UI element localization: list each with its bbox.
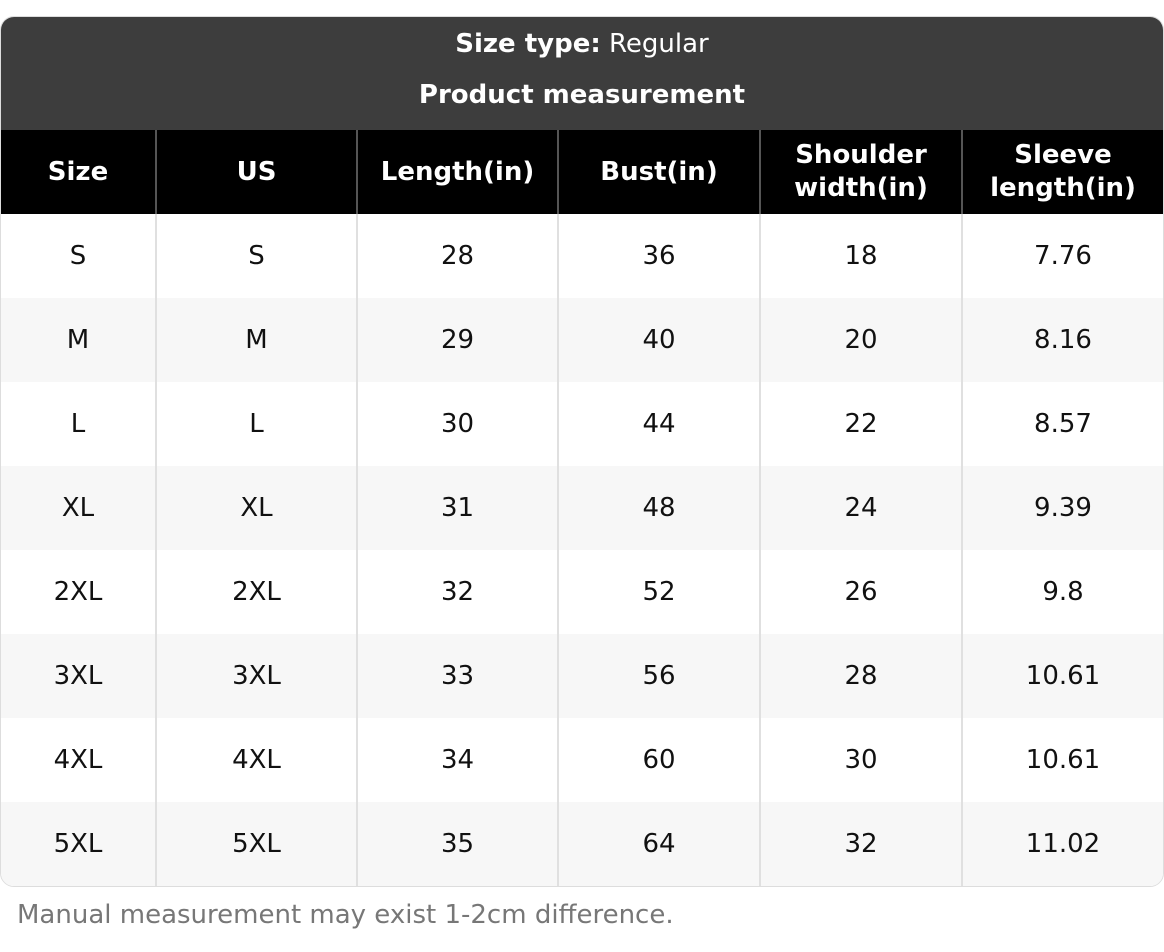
table-row: S S 28 36 18 7.76: [1, 214, 1163, 298]
table-row: M M 29 40 20 8.16: [1, 298, 1163, 382]
table-cell: 48: [557, 466, 760, 550]
table-cell: 35: [356, 802, 558, 886]
table-cell: 30: [759, 718, 962, 802]
table-cell: 28: [356, 214, 558, 298]
table-cell: 5XL: [155, 802, 357, 886]
table-cell: 34: [356, 718, 558, 802]
table-row: 4XL 4XL 34 60 30 10.61: [1, 718, 1163, 802]
table-cell: 7.76: [961, 214, 1163, 298]
table-row: 2XL 2XL 32 52 26 9.8: [1, 550, 1163, 634]
table-cell: 3XL: [155, 634, 357, 718]
table-cell: 26: [759, 550, 962, 634]
table-cell: 30: [356, 382, 558, 466]
table-cell: 44: [557, 382, 760, 466]
size-type-label: Size type:: [455, 29, 601, 59]
subtitle: Product measurement: [418, 80, 746, 110]
table-cell: 29: [356, 298, 558, 382]
table-cell: 3XL: [1, 634, 156, 718]
table-cell: 8.16: [961, 298, 1163, 382]
table-cell: 33: [356, 634, 558, 718]
table-cell: 32: [356, 550, 558, 634]
size-table: Size US Length(in) Bust(in) Shoulder width(i…: [1, 130, 1163, 886]
table-cell: 24: [759, 466, 962, 550]
table-row: L L 30 44 22 8.57: [1, 382, 1163, 466]
column-header: Sleeve length(in): [961, 130, 1163, 214]
table-cell: 20: [759, 298, 962, 382]
table-cell: 22: [759, 382, 962, 466]
table-cell: M: [1, 298, 156, 382]
table-cell: 28: [759, 634, 962, 718]
table-cell: XL: [1, 466, 156, 550]
table-cell: 64: [557, 802, 760, 886]
column-header: Size: [1, 130, 156, 214]
table-row: 5XL 5XL 35 64 32 11.02: [1, 802, 1163, 886]
table-cell: 36: [557, 214, 760, 298]
table-cell: 9.39: [961, 466, 1163, 550]
table-cell: 5XL: [1, 802, 156, 886]
table-cell: M: [155, 298, 357, 382]
column-header: US: [155, 130, 357, 214]
table-cell: 10.61: [961, 718, 1163, 802]
size-type: Size type: Regular: [1, 17, 1163, 73]
table-cell: 52: [557, 550, 760, 634]
table-cell: 8.57: [961, 382, 1163, 466]
table-cell: 9.8: [961, 550, 1163, 634]
column-header: Shoulder width(in): [759, 130, 962, 214]
column-header: Length(in): [356, 130, 558, 214]
table-row: XL XL 31 48 24 9.39: [1, 466, 1163, 550]
table-cell: 10.61: [961, 634, 1163, 718]
table-body: S S 28 36 18 7.76 M M 29 40 20 8.16 L L 30 44 22 8.57 XL XL…: [1, 214, 1163, 886]
table-cell: S: [155, 214, 357, 298]
table-cell: 4XL: [155, 718, 357, 802]
size-chart: Size type: Regular Product measurement S…: [0, 16, 1164, 887]
table-cell: S: [69, 241, 87, 271]
table-cell: 2XL: [53, 577, 103, 607]
footer-note: Manual measurement may exist 1-2cm diffe…: [17, 900, 674, 930]
table-row: 3XL 3XL 33 56 28 10.61: [1, 634, 1163, 718]
table-cell: 32: [759, 802, 962, 886]
column-header: Bust(in): [557, 130, 760, 214]
table-cell: L: [70, 409, 86, 439]
table-cell: 60: [557, 718, 760, 802]
table-cell: L: [155, 382, 357, 466]
table-cell: 2XL: [155, 550, 357, 634]
table-cell: 18: [759, 214, 962, 298]
table-cell: XL: [155, 466, 357, 550]
table-cell: 56: [557, 634, 760, 718]
table-cell: 31: [356, 466, 558, 550]
table-cell: 40: [557, 298, 760, 382]
table-cell: 4XL: [53, 745, 103, 775]
table-cell: 11.02: [961, 802, 1163, 886]
header-row: Size US Length(in) Bust(in) Shoulder width(i…: [1, 130, 1163, 214]
size-type-value: Regular: [609, 29, 709, 59]
chart-header: Size type: Regular Product measurement: [1, 17, 1163, 130]
